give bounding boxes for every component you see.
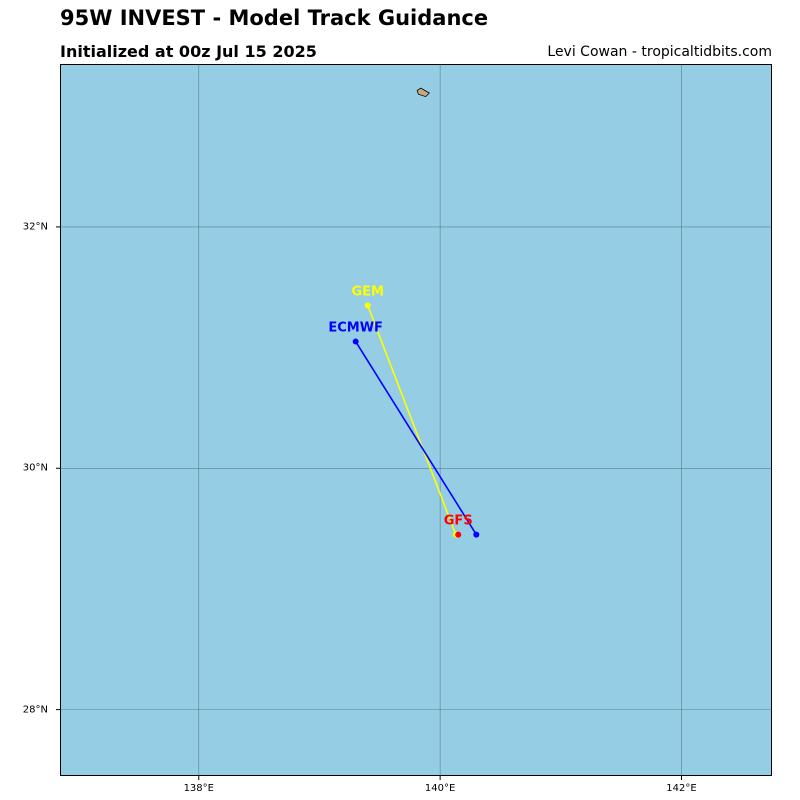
track-point-gem (364, 302, 371, 309)
track-label-gem: GEM (351, 284, 384, 299)
init-time: Initialized at 00z Jul 15 2025 (60, 42, 317, 61)
track-line-ecmwf (355, 341, 477, 536)
lat-tick-label: 30°N (22, 462, 48, 474)
island-landmass (416, 87, 430, 98)
lat-tick-label: 32°N (22, 221, 48, 233)
map-panel (60, 64, 772, 776)
lon-tick-label: 140°E (424, 783, 456, 794)
lat-tick-label: 28°N (22, 704, 48, 716)
lon-tick-label: 142°E (666, 783, 697, 794)
chart-title: 95W INVEST - Model Track Guidance (60, 6, 489, 30)
lon-tick-label: 138°E (183, 783, 214, 794)
credit-text: Levi Cowan - tropicaltidbits.com (547, 44, 772, 60)
track-point-ecmwf (352, 338, 359, 345)
track-line-gem (366, 305, 457, 535)
track-label-gfs: GFS (444, 514, 473, 529)
track-point-gfs (455, 531, 462, 538)
track-point-ecmwf (473, 531, 480, 538)
track-label-ecmwf: ECMWF (328, 321, 383, 336)
